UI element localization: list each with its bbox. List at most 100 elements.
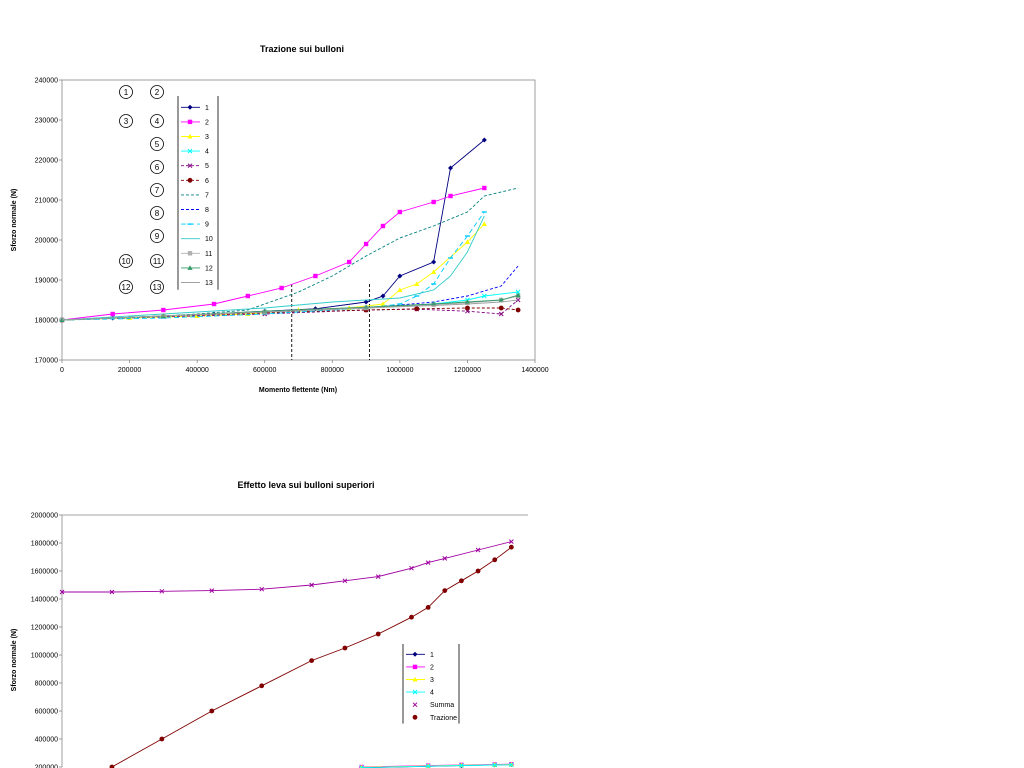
data-point [425,763,431,768]
data-point [259,683,265,689]
chart2-title: Effetto leva sui bulloni superiori [237,480,374,490]
data-point [375,574,381,579]
bolt-marker [150,254,164,268]
data-point [245,293,251,299]
bolt-marker [119,280,133,294]
x-tick-label: 800000 [321,367,344,374]
plot-frame [61,79,536,361]
bolt-marker [150,183,164,197]
data-point [492,762,498,768]
y-tick-label: 400000 [35,737,58,744]
data-point [375,631,381,637]
legend-item: 10 [181,236,213,243]
x-tick-label: 0 [60,367,64,374]
bolt-label: 11 [153,257,162,266]
series-4 [359,762,514,768]
legend-item: 2 [181,119,209,126]
bolt-marker [150,280,164,294]
data-point [412,689,418,695]
legend-item: 11 [181,251,212,258]
bolt-label: 5 [155,140,160,149]
y-tick-label: 1800000 [31,541,58,548]
data-point [442,556,448,561]
bolt-marker [119,85,133,99]
data-point [187,104,193,110]
data-point [498,297,504,302]
data-point [342,645,348,651]
y-tick-label: 170000 [35,358,58,365]
data-point [397,273,403,279]
data-point [515,307,521,313]
data-point [187,148,193,154]
data-point [481,293,487,299]
bolt-label: 9 [155,232,160,241]
series-1 [59,137,487,323]
bolt-label: 10 [122,257,131,266]
bolt-label: 3 [124,117,129,126]
legend-label: 3 [430,677,434,684]
y-tick-label: 200000 [35,238,58,245]
series-2 [59,185,487,323]
series-line [61,211,485,321]
data-point [481,221,487,226]
bolt-marker [119,114,133,128]
y-tick-label: 210000 [35,198,58,205]
data-point [459,578,464,584]
bolt-marker [150,85,164,99]
data-point [414,281,420,286]
legend-item: 1 [406,651,434,659]
data-point [498,311,504,317]
bolt-label: 8 [155,209,160,218]
legend-item: 2 [406,664,434,671]
legend-item: 3 [406,676,434,684]
legend-label: 11 [205,251,212,258]
data-point [380,223,386,229]
data-point [309,658,315,663]
legend-label: 8 [205,207,209,214]
data-point [509,539,514,544]
bolt-marker [150,137,164,151]
data-point [409,565,414,571]
series-7 [61,187,519,321]
data-point [498,305,504,311]
data-point [475,568,481,574]
legend-label: 1 [205,105,209,112]
legend-item: 3 [181,133,209,141]
data-point [209,708,215,714]
data-point [259,586,265,592]
legend-label: 6 [205,178,209,185]
data-point [309,582,314,588]
series-line [61,299,519,321]
data-point [465,305,470,311]
series-line [61,187,485,321]
legend-frame [402,644,460,724]
data-point [313,273,318,279]
data-point [482,185,487,191]
series-line [61,187,519,321]
legend-label: 2 [205,119,209,126]
bolt-label: 6 [155,163,160,172]
data-point [515,289,521,295]
bolt-marker [150,160,164,174]
bolt-marker [150,229,164,243]
bolt-label: 7 [155,186,160,195]
y-tick-label: 190000 [35,278,58,285]
y-tick-label: 800000 [35,681,58,688]
legend-label: 2 [430,664,434,671]
data-point [363,241,369,247]
data-point [448,193,453,199]
chart-trazione: Trazione sui bulloni Sforzo normale (N) … [11,44,549,394]
legend-item: 9 [181,222,209,229]
data-point [346,259,352,265]
y-tick-label: 600000 [35,709,58,716]
data-point [397,287,403,292]
x-tick-label: 1400000 [521,367,548,374]
series-summa [59,539,514,595]
data-point [425,560,431,565]
data-point [187,163,193,169]
data-point [515,297,521,303]
data-point [515,292,521,298]
data-point [464,299,471,304]
data-point [431,199,436,205]
series-13 [61,299,519,321]
